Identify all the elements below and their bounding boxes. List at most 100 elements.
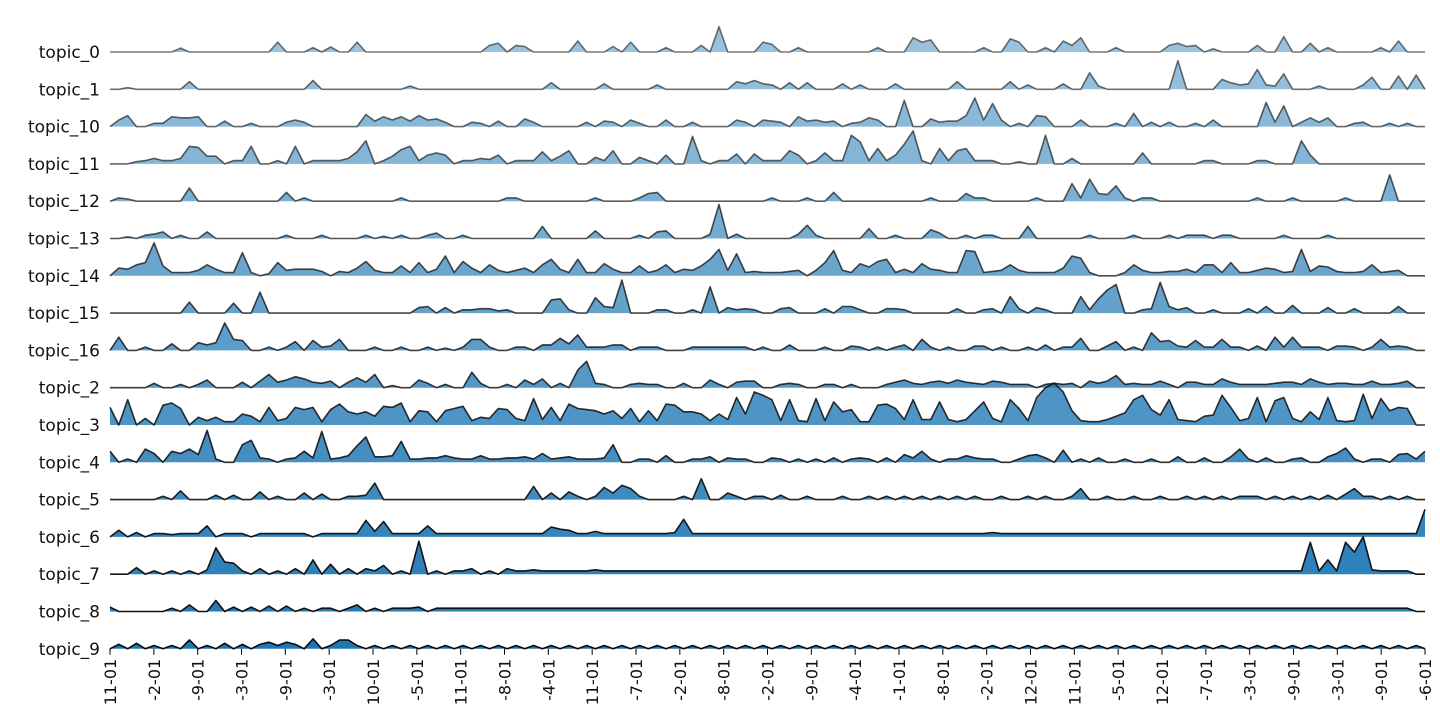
row-label-topic_10: topic_10: [28, 118, 100, 138]
x-tick-label: -1-01: [890, 659, 909, 701]
ridge-topic_4: [109, 429, 1426, 464]
ridge-line-topic_7: [110, 536, 1425, 575]
x-tick-label: -3-01: [1328, 659, 1347, 701]
x-tick-label: -4-01: [846, 659, 865, 701]
row-label-topic_13: topic_13: [28, 230, 100, 250]
x-tick-label: 12-01: [1022, 659, 1041, 706]
ridge-line-topic_14: [109, 242, 1425, 277]
ridge-area-topic_11: [110, 130, 1425, 164]
ridge-area-topic_5: [110, 478, 1425, 500]
ridge-area-topic_0: [110, 26, 1425, 52]
ridge-line-topic_10: [109, 97, 1425, 128]
x-tick-label: -7-01: [627, 659, 646, 701]
x-tick-label: 11-01: [1065, 659, 1084, 706]
x-tick-label: 11-01: [101, 659, 120, 706]
ridge-topic_7: [110, 536, 1425, 575]
ridges-layer: [109, 25, 1426, 650]
x-tick-label: -5-01: [1109, 659, 1128, 701]
ridge-topic_10: [109, 97, 1425, 128]
ridge-topic_0: [110, 25, 1425, 53]
ridge-area-topic_16: [110, 322, 1425, 351]
row-label-topic_1: topic_1: [39, 80, 100, 100]
x-tick-label: -4-01: [539, 659, 558, 701]
ridge-area-topic_4: [110, 430, 1425, 463]
ridge-area-topic_9: [110, 638, 1425, 649]
row-label-topic_12: topic_12: [28, 192, 100, 212]
x-axis: 11-01 -2-01 -9-01 -3-01 -9-01 -3-01 10-01 -5-01…: [101, 648, 1435, 706]
x-tick-label: 11-01: [583, 659, 602, 706]
row-label-topic_14: topic_14: [28, 267, 100, 287]
row-label-topic_15: topic_15: [28, 304, 100, 324]
row-label-topic_2: topic_2: [39, 379, 100, 399]
ridge-topic_1: [110, 59, 1426, 91]
ridge-line-topic_3: [109, 382, 1425, 426]
x-tick-label: -8-01: [715, 659, 734, 701]
x-tick-label: -3-01: [233, 659, 252, 701]
x-tick-label: 10-01: [364, 659, 383, 706]
x-tick-label: -6-01: [1416, 659, 1435, 701]
ridge-area-topic_14: [110, 242, 1425, 276]
row-label-topic_4: topic_4: [39, 453, 100, 473]
ridge-line-topic_1: [110, 59, 1426, 91]
row-label-topic_0: topic_0: [39, 43, 100, 63]
ridge-area-topic_6: [110, 509, 1425, 537]
ridge-line-topic_5: [110, 477, 1425, 501]
ridge-area-topic_3: [110, 383, 1425, 425]
x-tick-label: -5-01: [408, 659, 427, 701]
ridge-topic_14: [109, 242, 1425, 277]
ridge-line-topic_12: [109, 174, 1425, 202]
ridge-line-topic_6: [109, 509, 1426, 538]
x-tick-label: -3-01: [320, 659, 339, 701]
ridge-line-topic_2: [110, 360, 1425, 389]
ridge-topic_9: [109, 638, 1426, 650]
row-label-topic_5: topic_5: [39, 491, 100, 511]
ridge-topic_6: [109, 509, 1426, 538]
ridge-line-topic_11: [110, 130, 1425, 165]
ridge-area-topic_10: [110, 98, 1425, 127]
ridge-line-topic_4: [109, 429, 1426, 464]
row-labels-layer: topic_0 topic_1 topic_10 topic_11 topic_12to…: [28, 43, 100, 660]
row-label-topic_9: topic_9: [39, 640, 100, 660]
x-tick-label: -9-01: [276, 659, 295, 701]
ridge-topic_15: [110, 279, 1425, 314]
ridge-area-topic_2: [110, 361, 1425, 388]
row-label-topic_7: topic_7: [39, 565, 100, 585]
ridge-topic_13: [110, 203, 1425, 240]
x-tick-label: 11-01: [452, 659, 471, 706]
x-tick-label: -9-01: [189, 659, 208, 701]
x-tick-label: -2-01: [759, 659, 778, 701]
ridge-area-topic_13: [110, 204, 1425, 239]
x-tick-label: -9-01: [802, 659, 821, 701]
row-label-topic_3: topic_3: [39, 416, 100, 436]
ridge-area-topic_15: [110, 280, 1425, 314]
ridge-line-topic_13: [110, 203, 1425, 240]
x-tick-label: 12-01: [1153, 659, 1172, 706]
ridge-topic_11: [110, 130, 1425, 165]
x-tick-label: -8-01: [496, 659, 515, 701]
x-tick-label: -9-01: [1372, 659, 1391, 701]
ridge-line-topic_16: [109, 322, 1425, 352]
ridge-topic_12: [109, 174, 1425, 202]
ridge-topic_5: [110, 477, 1425, 501]
x-tick-label: -8-01: [934, 659, 953, 701]
ridge-topic_8: [109, 599, 1425, 613]
row-label-topic_16: topic_16: [28, 341, 100, 361]
row-label-topic_11: topic_11: [28, 155, 100, 175]
x-tick-label: -2-01: [145, 659, 164, 701]
x-tick-label: -2-01: [978, 659, 997, 701]
ridge-topic_3: [109, 382, 1425, 426]
row-label-topic_8: topic_8: [39, 603, 100, 623]
ridge-line-topic_15: [110, 279, 1425, 314]
x-tick-label: -3-01: [1241, 659, 1260, 701]
ridge-area-topic_12: [110, 174, 1425, 202]
ridge-topic_16: [109, 322, 1425, 352]
ridge-topic_2: [110, 360, 1425, 389]
ridge-line-topic_8: [109, 599, 1425, 613]
x-tick-label: -2-01: [671, 659, 690, 701]
ridge-line-topic_9: [109, 638, 1426, 650]
x-tick-label: -9-01: [1285, 659, 1304, 701]
row-label-topic_6: topic_6: [39, 528, 100, 548]
ridge-line-topic_0: [110, 25, 1425, 53]
x-tick-label: -7-01: [1197, 659, 1216, 701]
